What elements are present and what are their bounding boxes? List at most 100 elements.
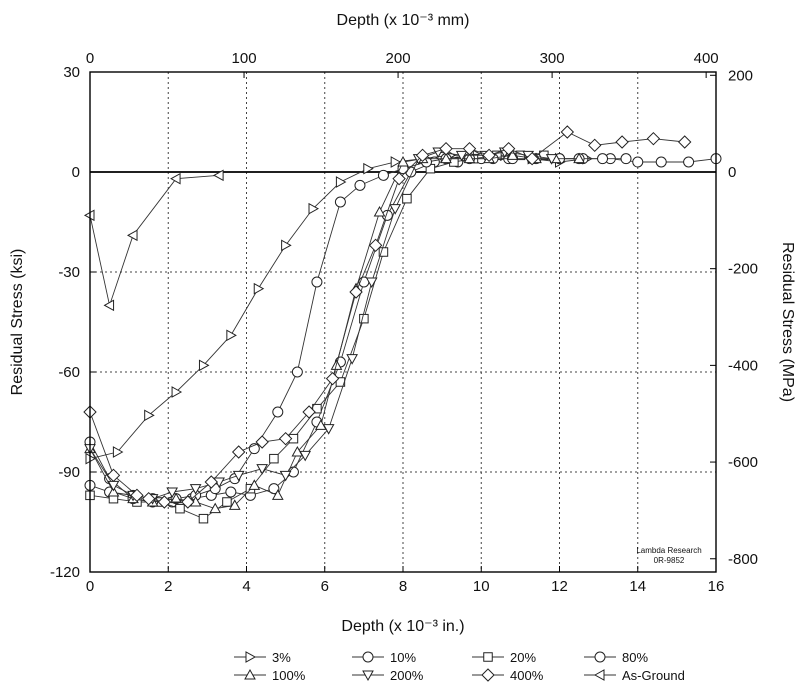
- data-point-400: [525, 151, 539, 166]
- data-point-400: [439, 141, 453, 156]
- data-point-3: [112, 446, 124, 458]
- data-point-20: [402, 193, 412, 204]
- data-point-400: [646, 131, 661, 146]
- legend-label-3: 3%: [272, 650, 291, 665]
- legend-item-100: 100%: [234, 668, 306, 683]
- legend-label-200: 200%: [390, 668, 424, 683]
- legend-marker-80: [594, 651, 606, 663]
- x-tick-label-bottom: 14: [629, 578, 646, 595]
- legend-marker-100: [244, 668, 256, 680]
- data-point-400: [677, 135, 692, 149]
- series-line-200: [89, 151, 552, 500]
- data-point-20: [378, 247, 389, 257]
- data-point-200: [365, 277, 378, 289]
- legend-marker-20: [483, 652, 493, 662]
- data-point-20: [175, 503, 185, 514]
- data-point-100: [573, 152, 585, 164]
- data-point-80: [272, 406, 284, 418]
- x-tick-label-bottom: 2: [164, 578, 172, 595]
- data-point-200: [189, 484, 202, 495]
- data-point-400: [368, 238, 383, 253]
- data-point-20: [198, 513, 209, 524]
- data-point-400: [462, 141, 477, 156]
- data-point-100: [170, 492, 182, 504]
- data-point-80: [311, 276, 323, 288]
- x-tick-label-top: 200: [386, 50, 411, 67]
- note-line-1: Lambda Research: [636, 546, 701, 555]
- legend-label-400: 400%: [510, 668, 544, 683]
- data-point-as-ground: [213, 169, 224, 182]
- y-tick-label-right: -400: [728, 357, 758, 374]
- data-point-80: [377, 169, 389, 181]
- legend-item-80: 80%: [584, 650, 648, 665]
- data-point-400: [302, 405, 316, 419]
- y-tick-label-right: 0: [728, 164, 736, 181]
- series-400: [83, 125, 692, 509]
- data-point-10: [655, 156, 667, 168]
- data-point-400: [588, 138, 602, 153]
- data-point-200: [279, 470, 292, 482]
- data-point-3: [390, 156, 402, 168]
- data-point-400: [349, 285, 363, 299]
- y-tick-label-left: -120: [50, 564, 80, 581]
- x-tick-label-top: 100: [232, 50, 257, 67]
- legend-label-10: 10%: [390, 650, 416, 665]
- data-point-100: [463, 152, 476, 164]
- data-point-400: [560, 125, 575, 139]
- data-point-200: [232, 470, 245, 482]
- legend-item-3: 3%: [234, 650, 291, 665]
- data-point-400: [181, 495, 195, 509]
- x-tick-label-bottom: 10: [473, 578, 490, 595]
- legend-label-100: 100%: [272, 668, 306, 683]
- legend-marker-10: [362, 651, 374, 663]
- legend-label-as-ground: As-Ground: [622, 668, 685, 683]
- y-tick-label-left: -60: [58, 364, 80, 381]
- data-point-20: [359, 313, 369, 324]
- data-point-20: [312, 403, 322, 414]
- data-point-80: [354, 179, 366, 191]
- legend-item-20: 20%: [472, 650, 536, 665]
- data-point-400: [415, 148, 430, 163]
- data-point-100: [440, 152, 452, 164]
- data-point-400: [482, 148, 496, 163]
- data-point-3: [226, 329, 237, 342]
- data-point-80: [334, 196, 346, 208]
- y-tick-label-left: 0: [72, 164, 80, 181]
- y-tick-label-left: 30: [63, 64, 80, 81]
- x-axis-title-bottom: Depth (x 10⁻³ in.): [341, 618, 464, 635]
- y-tick-label-right: -800: [728, 551, 758, 568]
- data-point-20: [269, 453, 279, 464]
- data-point-400: [204, 475, 218, 489]
- data-point-400: [255, 435, 269, 449]
- data-point-400: [615, 135, 629, 149]
- data-point-200: [166, 487, 179, 499]
- data-point-3: [363, 162, 374, 175]
- y-axis-title-right: Residual Stress (MPa): [779, 242, 796, 402]
- data-point-3: [144, 409, 155, 422]
- y-tick-label-right: -200: [728, 261, 758, 278]
- data-point-10: [225, 486, 237, 498]
- x-tick-label-bottom: 6: [321, 578, 329, 595]
- legend-label-20: 20%: [510, 650, 536, 665]
- data-point-100: [506, 149, 519, 160]
- data-point-400: [392, 171, 406, 186]
- x-axis-title-top: Depth (x 10⁻³ mm): [337, 12, 470, 29]
- data-point-200: [389, 204, 402, 215]
- legend-item-200: 200%: [352, 668, 424, 683]
- data-point-400: [106, 468, 121, 483]
- data-point-3: [253, 282, 265, 295]
- data-point-as-ground: [127, 229, 138, 242]
- data-point-400: [231, 445, 246, 459]
- x-tick-label-top: 300: [540, 50, 565, 67]
- y-tick-label-right: -600: [728, 454, 758, 471]
- data-series: [83, 125, 722, 524]
- data-point-3: [198, 359, 210, 372]
- note-line-2: 0R-9852: [654, 556, 685, 565]
- data-point-400: [325, 371, 340, 386]
- data-point-400: [278, 431, 293, 446]
- data-point-10: [632, 156, 644, 168]
- x-tick-label-bottom: 4: [242, 578, 250, 595]
- x-tick-label-bottom: 0: [86, 578, 94, 595]
